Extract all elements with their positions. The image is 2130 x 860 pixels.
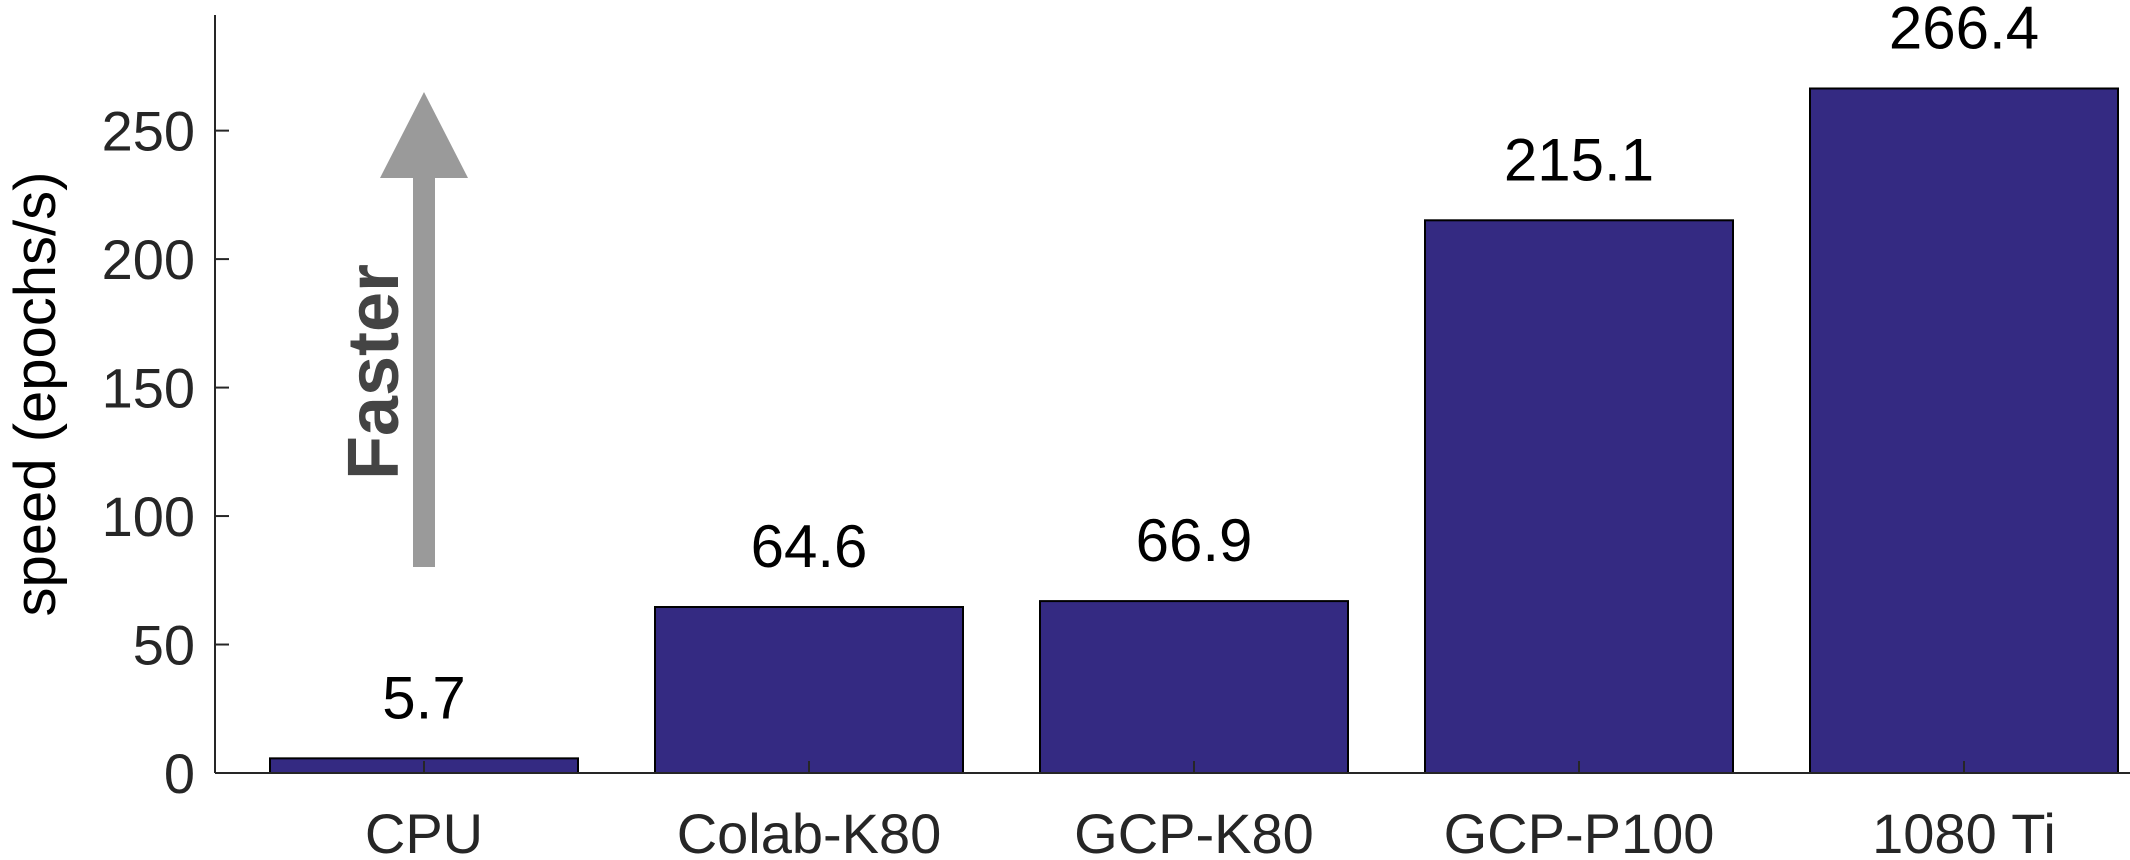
x-tick-labels: CPU Colab-K80 GCP-K80 GCP-P100 1080 Ti [365, 761, 2056, 860]
bar-4 [1809, 87, 2119, 774]
annotation-arrow-shaft [413, 175, 435, 567]
faster-annotation: Faster [334, 92, 468, 567]
bar-value-label-3: 215.1 [1504, 126, 1654, 193]
axes: 0 50 100 150 200 250 [102, 15, 2130, 805]
bar-labels-layer: 5.7 64.6 66.9 215.1 266.4 [382, 0, 2039, 731]
bar-value-label-1: 64.6 [751, 513, 868, 580]
y-tick-label-5: 250 [102, 100, 195, 163]
x-tick-label-3: GCP-P100 [1444, 802, 1715, 860]
y-tick-label-3: 150 [102, 357, 195, 420]
bar-value-label-2: 66.9 [1136, 507, 1253, 574]
x-tick-label-1: Colab-K80 [677, 802, 942, 860]
y-axis-title: speed (epochs/s) [3, 172, 68, 617]
x-tick-label-2: GCP-K80 [1074, 802, 1314, 860]
bar-3 [1424, 219, 1734, 774]
y-ticks: 0 50 100 150 200 250 [102, 100, 229, 805]
x-tick-label-0: CPU [365, 802, 483, 860]
y-tick-label-4: 200 [102, 228, 195, 291]
bar-value-label-4: 266.4 [1889, 0, 2039, 61]
y-tick-label-1: 50 [133, 614, 195, 677]
annotation-arrow-head [380, 92, 468, 178]
annotation-text: Faster [334, 264, 414, 480]
bar-2 [1039, 600, 1349, 774]
bar-value-label-0: 5.7 [382, 664, 465, 731]
x-tick-label-4: 1080 Ti [1872, 802, 2056, 860]
y-tick-label-2: 100 [102, 485, 195, 548]
bar-1 [654, 606, 964, 775]
y-tick-label-0: 0 [164, 742, 195, 805]
bars-layer [269, 87, 2119, 775]
